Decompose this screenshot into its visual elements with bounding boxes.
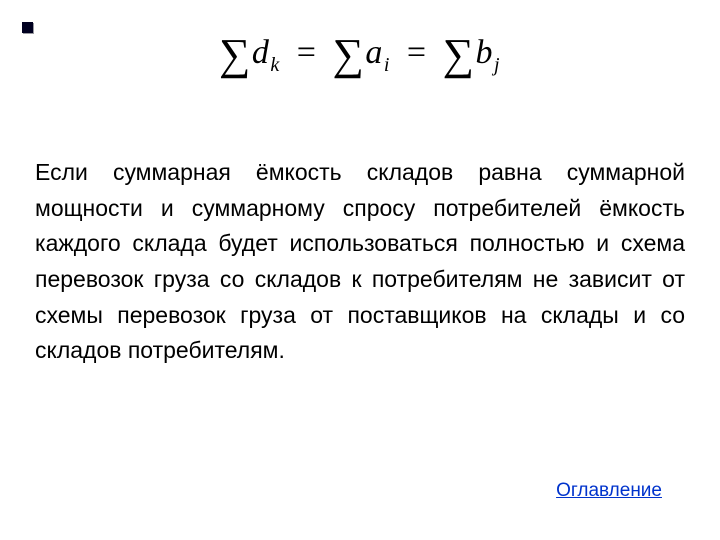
slide: ∑dk = ∑ai = ∑bj Если суммарная ёмкость с… [0, 0, 720, 540]
equals-sign: = [291, 34, 323, 71]
var-a: a [365, 34, 383, 71]
sigma-icon: ∑ [331, 42, 365, 68]
var-d: d [252, 34, 270, 71]
var-b: b [475, 34, 493, 71]
sigma-icon: ∑ [218, 42, 252, 68]
equals-sign: = [401, 34, 433, 71]
sub-k: k [269, 54, 281, 76]
sub-i: i [383, 54, 392, 76]
sub-j: j [493, 54, 502, 76]
equation: ∑dk = ∑ai = ∑bj [0, 34, 720, 77]
body-paragraph: Если суммарная ёмкость складов равна сум… [35, 155, 685, 369]
bullet-marker [22, 22, 33, 33]
toc-link[interactable]: Оглавление [556, 480, 662, 502]
sigma-icon: ∑ [442, 42, 476, 68]
